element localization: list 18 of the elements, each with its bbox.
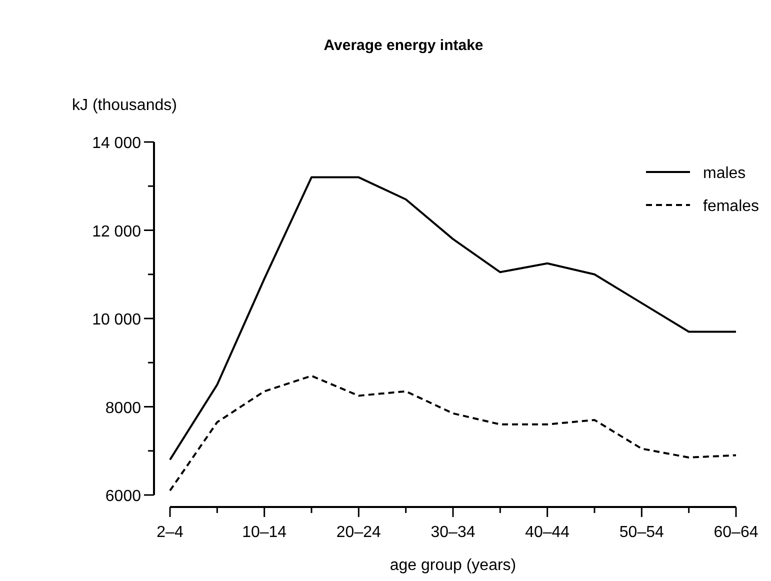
legend-label: males bbox=[703, 165, 746, 182]
x-tick-label: 40–44 bbox=[525, 524, 570, 541]
x-tick-label: 50–54 bbox=[619, 524, 664, 541]
x-axis-title: age group (years) bbox=[390, 557, 516, 574]
y-tick-label: 10 000 bbox=[92, 312, 142, 328]
x-tick-label: 60–64 bbox=[714, 524, 758, 541]
y-tick-label: 14 000 bbox=[92, 135, 142, 152]
x-tick-label: 30–34 bbox=[430, 524, 476, 541]
x-tick-label: 10–14 bbox=[242, 524, 287, 541]
line-series bbox=[169, 374, 737, 492]
x-tick-label: 20–24 bbox=[336, 524, 382, 541]
y-axis-title: kJ (thousands) bbox=[72, 97, 177, 114]
chart-title: Average energy intake bbox=[324, 37, 484, 54]
x-tick-label: 2–4 bbox=[156, 524, 184, 541]
y-tick-label: 12 000 bbox=[92, 223, 142, 240]
y-tick-label: 6000 bbox=[105, 488, 142, 505]
legend-label: females bbox=[703, 198, 760, 215]
y-tick-label: 8000 bbox=[105, 400, 142, 417]
